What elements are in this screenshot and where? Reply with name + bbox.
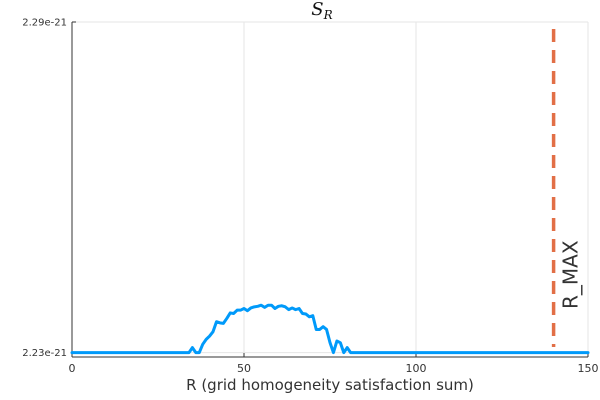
vline-layer: R_MAX <box>551 29 583 347</box>
x-tick-label: 100 <box>406 362 427 375</box>
x-ticks: 0 50 100 150 <box>69 353 599 375</box>
y-tick-label: 2.23e-21 <box>22 348 67 359</box>
x-tick-label: 150 <box>578 362 599 375</box>
grid-lines <box>71 21 589 357</box>
x-axis-label: R (grid homogeneity satisfaction sum) <box>186 376 474 394</box>
chart-title-main: S <box>311 0 323 20</box>
y-ticks: 2.23e-21 2.29e-21 <box>22 18 76 359</box>
series-line <box>70 303 590 355</box>
chart-title-subscript: R <box>323 8 333 22</box>
x-tick-label: 50 <box>237 362 251 375</box>
series-layer <box>70 303 590 355</box>
r-max-label: R_MAX <box>559 240 583 309</box>
chart-title: SR <box>311 0 332 22</box>
x-tick-label: 0 <box>69 362 76 375</box>
axes <box>71 22 588 358</box>
y-tick-label: 2.29e-21 <box>22 18 67 29</box>
